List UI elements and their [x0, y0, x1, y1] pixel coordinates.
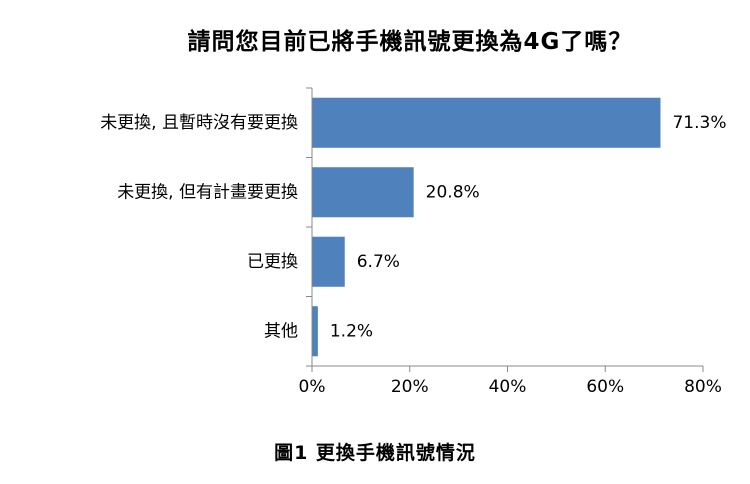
x-tick-label-0: 0% [299, 377, 326, 397]
bars-layer [312, 97, 661, 357]
figure-caption: 圖1 更換手機訊號情況 [274, 442, 476, 464]
category-label-0: 未更換, 且暫時沒有要更換 [100, 113, 298, 133]
labels-layer: 未更換, 且暫時沒有要更換 71.3% 未更換, 但有計畫要更換 20.8% 已更換 6.… [100, 113, 726, 342]
category-label-2: 已更換 [247, 252, 298, 272]
category-label-3: 其他 [264, 321, 298, 341]
value-label-2: 6.7% [357, 252, 400, 272]
value-label-3: 1.2% [330, 321, 373, 341]
bar-1 [312, 167, 414, 218]
ticks-layer: 0% 20% 40% 60% 80% [299, 87, 722, 397]
bar-2 [312, 236, 345, 287]
x-tick-label-3: 60% [586, 377, 624, 397]
chart-title: 請問您目前已將手機訊號更換為4G了嗎？ [187, 29, 633, 55]
x-tick-label-2: 40% [489, 377, 527, 397]
bar-3 [312, 306, 318, 357]
x-tick-label-1: 20% [391, 377, 429, 397]
category-label-1: 未更換, 但有計畫要更換 [117, 182, 298, 202]
bar-0 [312, 97, 661, 148]
x-tick-label-4: 80% [684, 377, 722, 397]
value-label-1: 20.8% [426, 182, 480, 202]
value-label-0: 71.3% [672, 113, 726, 133]
